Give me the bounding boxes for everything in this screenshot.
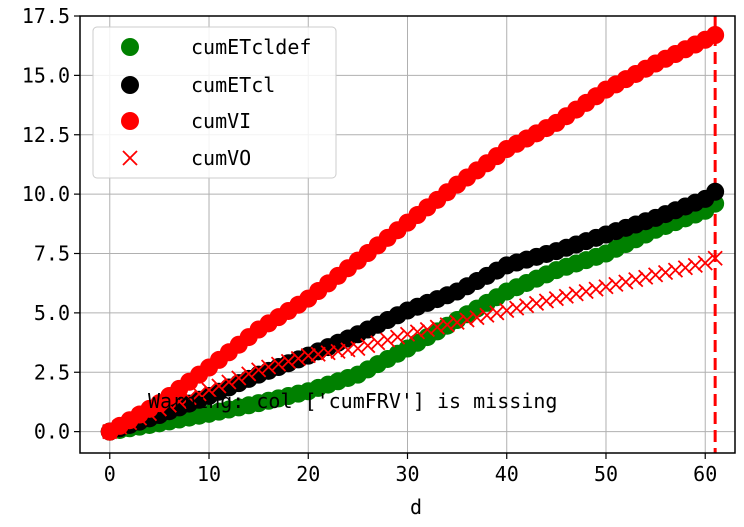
data-point [151,401,168,417]
data-point [499,302,515,319]
data-point [598,279,614,295]
data-point [677,260,694,276]
data-point [687,257,703,274]
data-point [439,317,455,333]
x-tick-label: 10 [197,462,221,486]
data-point [628,271,644,288]
y-tick-label: 17.5 [22,4,70,28]
data-point [429,319,445,335]
x-tick-label: 30 [395,462,419,486]
data-point [380,332,396,348]
data-point [518,298,535,314]
data-point [469,309,485,326]
data-point [706,26,725,44]
x-axis-label: d [410,495,422,519]
data-point [280,353,297,369]
data-point [638,269,654,285]
legend-box [92,26,337,179]
data-point [360,338,376,354]
x-tick-label: 50 [594,462,618,486]
data-point [548,290,565,307]
data-point [141,405,158,422]
data-point [191,386,207,402]
data-point [588,281,604,297]
x-tick-label: 20 [296,462,320,486]
data-point [181,390,197,406]
y-tick-label: 10.0 [22,182,70,206]
data-point [221,374,237,390]
data-point [131,410,148,426]
data-point [112,419,128,435]
legend-marker [122,150,138,166]
data-point [618,274,634,290]
legend-marker [121,112,139,130]
data-point [509,300,525,316]
data-point [250,362,267,378]
legend-marker [121,38,139,56]
data-point [667,262,684,278]
data-point [489,305,505,321]
data-point [241,366,257,382]
data-point [389,329,406,345]
y-tick-label: 2.5 [34,360,70,384]
data-point [479,307,495,323]
legend-label: cumETcl [191,73,275,97]
x-tick-label: 40 [495,462,519,486]
data-point [578,283,594,300]
data-point [568,286,584,302]
ticks-layer: 0 10 20 30 40 50 60 0.0 2.5 5.0 7.5 10.0 12.5 15.0 17.… [22,4,717,486]
data-point [290,350,306,367]
data-point [350,340,366,357]
data-point [657,264,674,281]
data-point [161,397,177,413]
x-tick-label: 60 [693,462,717,486]
data-point [449,314,465,331]
data-point [370,335,386,351]
data-point [102,423,118,440]
data-point [419,321,435,338]
data-point [270,356,287,372]
legend-label: cumVI [191,109,251,133]
data-point [706,182,725,201]
data-point [231,370,247,386]
data-point [558,288,574,304]
data-point [399,326,416,342]
data-point [608,276,624,293]
legend-marker [121,76,139,94]
data-point [697,255,713,271]
y-tick-label: 5.0 [34,301,70,325]
y-tick-label: 7.5 [34,242,70,266]
data-point [201,382,217,398]
data-point [528,295,545,312]
series-layer [100,26,725,441]
legend: cumETcldef cumETcl cumVI cumVO [92,26,337,179]
data-point [647,267,664,283]
data-point [121,414,138,431]
data-point [171,393,187,410]
data-point [409,324,426,340]
data-point [211,378,227,394]
x-tick-label: 0 [104,462,116,486]
data-point [260,359,277,375]
data-point [707,250,723,266]
series-cumVO [102,250,723,440]
legend-label: cumETcldef [191,35,311,59]
y-tick-label: 0.0 [34,420,70,444]
warning-annotation: Warning: col ['cumFRV'] is missing [148,389,557,413]
data-point [459,312,475,328]
y-tick-label: 15.0 [22,63,70,87]
data-point [538,293,555,309]
y-tick-label: 12.5 [22,123,70,147]
legend-label: cumVO [191,146,251,170]
